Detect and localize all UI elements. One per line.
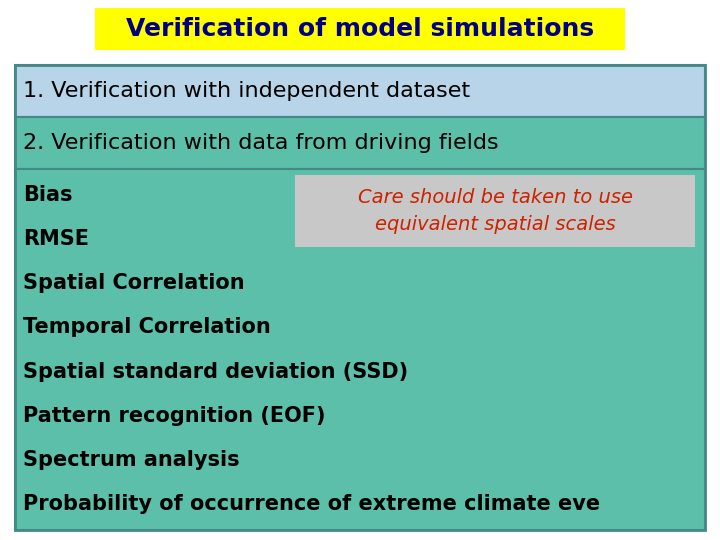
FancyBboxPatch shape — [95, 8, 625, 50]
FancyBboxPatch shape — [295, 175, 695, 247]
FancyBboxPatch shape — [15, 117, 705, 169]
Text: 1. Verification with independent dataset: 1. Verification with independent dataset — [23, 81, 470, 101]
Text: Temporal Correlation: Temporal Correlation — [23, 318, 271, 338]
Text: Spatial standard deviation (SSD): Spatial standard deviation (SSD) — [23, 361, 408, 382]
Text: Spatial Correlation: Spatial Correlation — [23, 273, 245, 293]
FancyBboxPatch shape — [15, 65, 705, 117]
Text: Verification of model simulations: Verification of model simulations — [126, 17, 594, 41]
Text: Pattern recognition (EOF): Pattern recognition (EOF) — [23, 406, 325, 426]
Text: Probability of occurrence of extreme climate eve: Probability of occurrence of extreme cli… — [23, 494, 600, 514]
Text: Spectrum analysis: Spectrum analysis — [23, 450, 240, 470]
FancyBboxPatch shape — [15, 169, 705, 530]
Text: 2. Verification with data from driving fields: 2. Verification with data from driving f… — [23, 133, 499, 153]
Text: Bias: Bias — [23, 185, 73, 205]
Text: RMSE: RMSE — [23, 230, 89, 249]
Text: Care should be taken to use
equivalent spatial scales: Care should be taken to use equivalent s… — [358, 188, 632, 234]
